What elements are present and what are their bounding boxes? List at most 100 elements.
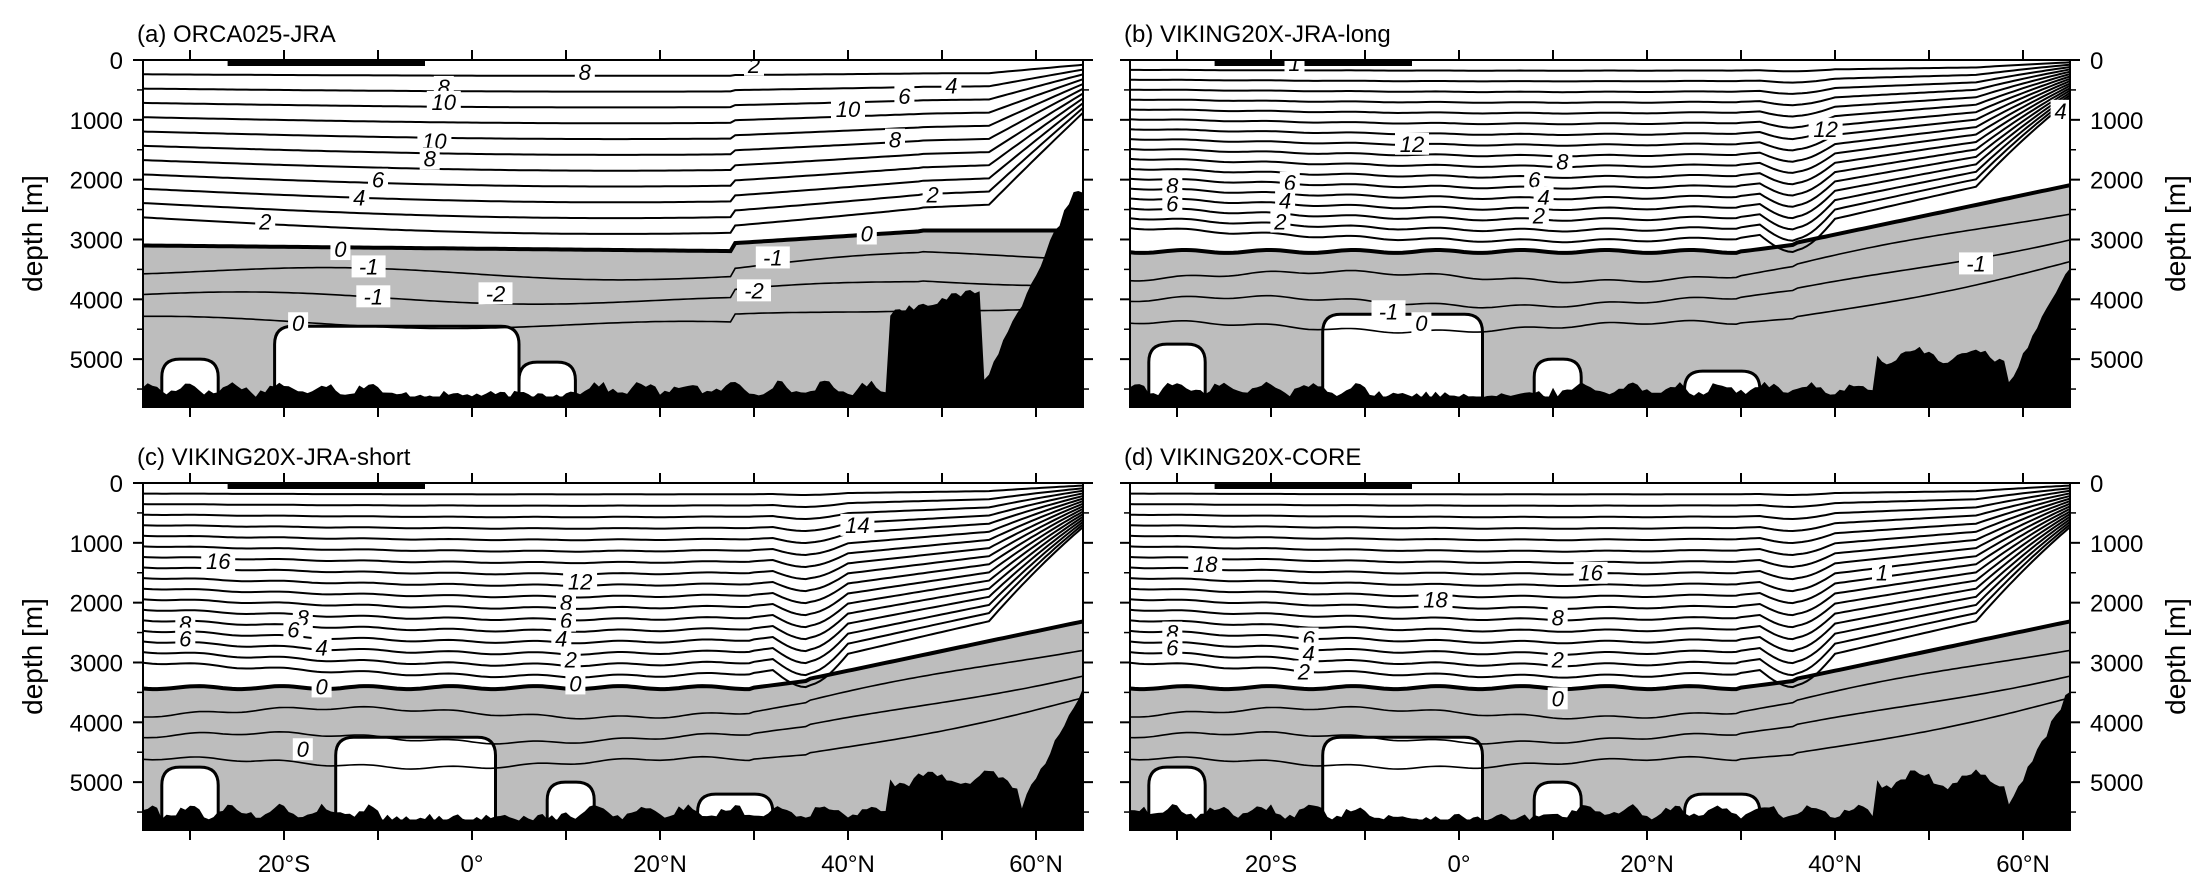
y-tick-label: 5000 [2090, 347, 2143, 374]
contour-label: -2 [486, 281, 506, 306]
contour-label: 4 [1302, 642, 1314, 667]
ocean-floor [143, 191, 1083, 407]
y-tick-label: 4000 [70, 287, 123, 314]
contour-label-bg [1162, 192, 1183, 215]
contour-label-bg [356, 285, 391, 308]
contour-label: 0 [315, 674, 328, 699]
abyssal-pocket [1321, 735, 1484, 823]
y-tick-label: 0 [2090, 471, 2103, 498]
abyssal-pocket [334, 735, 497, 823]
contour-label-bg [1162, 636, 1183, 659]
x-tick-label: 60°N [1009, 851, 1063, 878]
y-tick-label: 3000 [70, 227, 123, 254]
contour-label: 4 [1279, 189, 1291, 214]
isotherm-line [143, 106, 1083, 220]
contour-label-bg [1418, 588, 1453, 611]
x-tick-label: 20°S [258, 851, 310, 878]
y-tick-label: 1000 [70, 108, 123, 135]
isotherm-line [1130, 73, 2070, 129]
y-tick-label: 3000 [2090, 650, 2143, 677]
isotherm-line [1130, 487, 2070, 509]
y-tick-label: 2000 [70, 168, 123, 195]
contour-label-bg [560, 648, 581, 671]
isotherm-line [1130, 80, 2070, 163]
contour-label: 18 [1193, 552, 1218, 577]
deep-isotherm-line [1130, 213, 2070, 284]
contour-label-bg [292, 738, 313, 761]
contour-label: 0 [292, 311, 305, 336]
y-axis-label: depth [m] [17, 175, 48, 292]
isotherm-line [143, 515, 1083, 641]
contour-label: 6 [287, 618, 300, 643]
ocean-floor [1130, 691, 2070, 830]
isotherm-line [1130, 520, 2070, 665]
contour-label: 12 [1813, 117, 1837, 142]
isotherm-line [1130, 63, 2070, 84]
contour-label: 10 [836, 97, 861, 122]
contour-label: 4 [353, 186, 365, 211]
panel-title: (b) VIKING20X-JRA-long [1124, 21, 1391, 48]
isotherm-line [1130, 61, 2070, 73]
isotherm-line [143, 525, 1083, 689]
contour-label: 4 [2054, 99, 2066, 124]
deep-isotherm-line [1130, 239, 2070, 309]
deep-isotherm-line [1130, 675, 2070, 745]
contour-label: 6 [1528, 168, 1541, 193]
contour-label-bg [283, 618, 304, 641]
contour-label-bg [1188, 552, 1223, 575]
contour-label-bg [840, 513, 875, 536]
contour-label: 0 [569, 671, 582, 696]
y-tick-label: 4000 [2090, 287, 2143, 314]
deep-isotherm-line [143, 649, 1083, 720]
contour-label-bg [1371, 300, 1406, 323]
isotherm-line [1130, 77, 2070, 152]
contour-label-bg [755, 246, 790, 269]
contour-label-bg [1279, 171, 1300, 194]
contour-label: 8 [889, 128, 902, 153]
contour-label: -1 [1379, 299, 1399, 324]
y-tick-label: 4000 [70, 710, 123, 737]
contour-label-bg [1547, 648, 1568, 671]
surface-band [1214, 60, 1412, 66]
isotherm-line [143, 68, 1083, 93]
x-tick-label: 40°N [1808, 851, 1862, 878]
contour-label: 0 [1552, 686, 1565, 711]
zero-isotherm-line [143, 619, 1083, 692]
contour-label-bg [1270, 210, 1291, 233]
isotherm-line [1130, 75, 2070, 141]
panel-title: (c) VIKING20X-JRA-short [137, 444, 411, 471]
contour-label: 6 [372, 168, 385, 193]
isotherm-line [1130, 505, 2070, 593]
x-tick-label: 40°N [821, 851, 875, 878]
isotherm-line [143, 523, 1083, 677]
isotherm-line [143, 484, 1083, 496]
isotherm-line [143, 520, 1083, 665]
isotherm-line [1130, 68, 2070, 107]
contour-label: 6 [1166, 636, 1179, 661]
contour-label-bg [368, 168, 388, 191]
isotherm-line [1130, 518, 2070, 653]
isotherm-line [143, 82, 1083, 141]
y-tick-label: 5000 [70, 347, 123, 374]
isotherm-line [1130, 65, 2070, 95]
abyssal-pocket [1147, 342, 1207, 400]
contour-label-bg [556, 609, 576, 632]
contour-label-bg [1395, 132, 1429, 155]
isotherm-line [143, 78, 1083, 125]
isotherm-line [143, 487, 1083, 509]
contour-label-bg [551, 627, 572, 650]
x-tick-label: 20°N [633, 851, 687, 878]
isotherm-line [143, 510, 1083, 617]
deep-isotherm-line [1130, 696, 2070, 770]
y-tick-label: 5000 [70, 770, 123, 797]
contour-label: 2 [925, 183, 938, 208]
abyssal-pocket [517, 360, 577, 400]
contour-label-bg [1872, 561, 1892, 584]
contour-label: -1 [763, 245, 783, 270]
deep-isotherm-line [1130, 260, 2070, 334]
y-tick-label: 1000 [70, 531, 123, 558]
contour-label-bg [311, 675, 332, 698]
